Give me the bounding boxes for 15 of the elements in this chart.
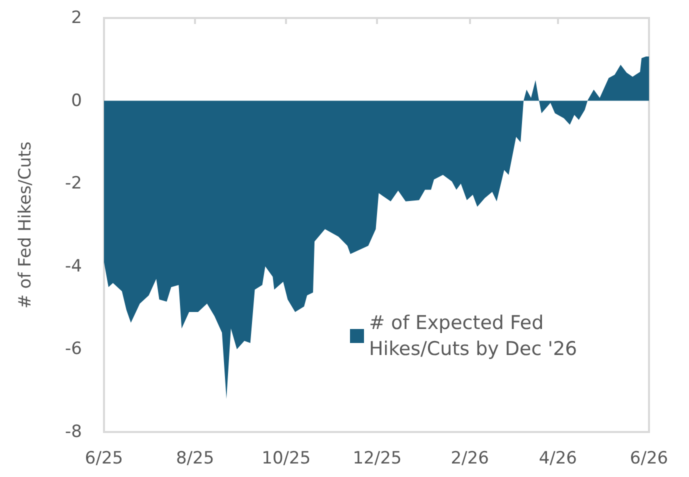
x-tick-label: 6/25 [84,448,124,468]
y-tick-label: -2 [65,174,82,194]
y-tick-label: -4 [65,256,82,276]
legend-label: # of Expected Fed Hikes/Cuts by Dec '26 [369,312,578,360]
y-tick-label: -8 [65,422,82,442]
y-axis-title: # of Fed Hikes/Cuts [16,141,36,308]
x-tick-label: 6/26 [630,448,668,468]
y-tick-label: -6 [65,339,82,360]
x-tick-label: 10/25 [262,448,311,468]
x-tick-label: 8/25 [176,448,214,468]
y-tick-label: 2 [71,8,82,28]
x-tick-label: 12/25 [352,448,402,468]
x-tick-label: 4/26 [538,448,578,468]
y-tick-label: 0 [71,90,82,111]
x-tick-label: 2/26 [450,448,489,468]
